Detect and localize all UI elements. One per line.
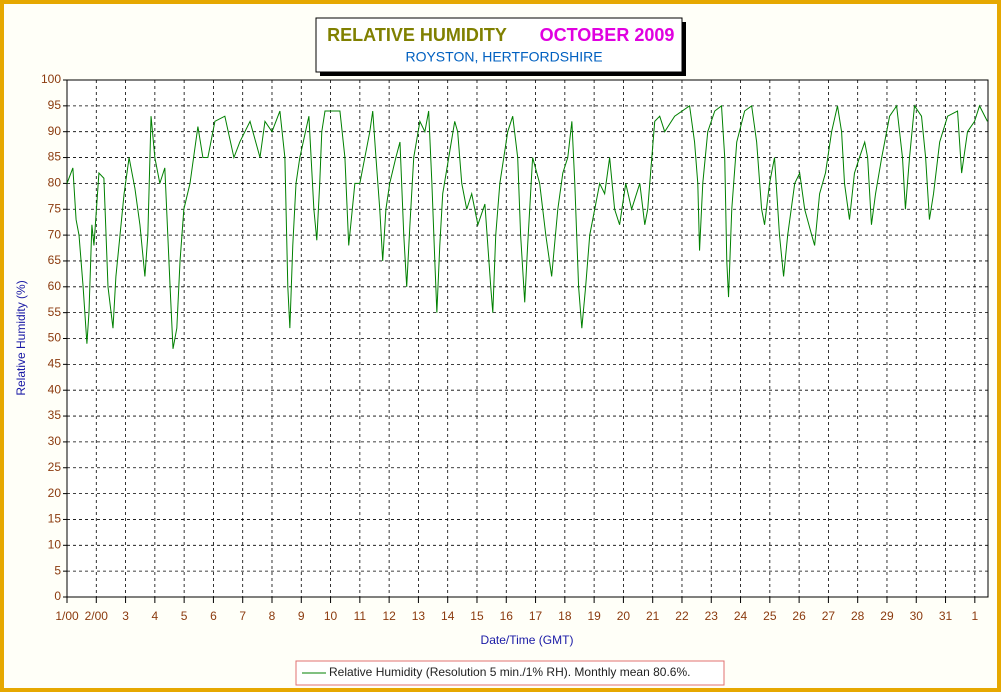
x-tick-label: 23 <box>705 609 719 623</box>
y-tick-label: 85 <box>48 150 62 164</box>
chart-subtitle: ROYSTON, HERTFORDSHIRE <box>405 49 602 65</box>
x-tick-label: 5 <box>181 609 188 623</box>
x-tick-label: 2/00 <box>85 609 109 623</box>
x-tick-label: 20 <box>617 609 631 623</box>
title-box <box>315 17 683 73</box>
y-axis-label: Relative Humidity (%) <box>14 280 28 395</box>
chart-title: RELATIVE HUMIDITY <box>327 25 507 45</box>
y-tick-label: 25 <box>48 460 62 474</box>
legend-entry: Relative Humidity (Resolution 5 min./1% … <box>329 665 690 679</box>
x-tick-label: 19 <box>587 609 601 623</box>
chart-title-period: OCTOBER 2009 <box>540 25 675 45</box>
y-tick-label: 30 <box>48 434 62 448</box>
y-tick-label: 100 <box>41 72 61 86</box>
legend-box <box>295 660 725 686</box>
x-tick-label: 14 <box>441 609 455 623</box>
y-tick-label: 20 <box>48 486 62 500</box>
x-tick-label: 27 <box>822 609 836 623</box>
x-tick-label: 12 <box>382 609 396 623</box>
y-tick-label: 75 <box>48 201 62 215</box>
x-tick-label: 10 <box>324 609 338 623</box>
x-tick-label: 4 <box>152 609 159 623</box>
y-tick-label: 10 <box>48 537 62 551</box>
x-tick-label: 24 <box>734 609 748 623</box>
y-tick-label: 95 <box>48 98 62 112</box>
x-tick-label: 22 <box>675 609 689 623</box>
y-tick-label: 5 <box>54 563 61 577</box>
y-tick-label: 65 <box>48 253 62 267</box>
x-tick-label: 11 <box>354 609 367 623</box>
x-tick-label: 29 <box>880 609 894 623</box>
x-tick-label: 30 <box>910 609 924 623</box>
y-tick-label: 55 <box>48 305 62 319</box>
plot-area <box>66 79 989 598</box>
y-tick-label: 0 <box>54 589 61 603</box>
y-tick-label: 60 <box>48 279 62 293</box>
y-tick-label: 40 <box>48 382 62 396</box>
x-tick-label: 8 <box>269 609 276 623</box>
y-tick-label: 45 <box>48 357 62 371</box>
y-tick-label: 50 <box>48 331 62 345</box>
x-tick-label: 7 <box>239 609 246 623</box>
y-tick-label: 90 <box>48 124 62 138</box>
x-tick-label: 15 <box>470 609 484 623</box>
x-tick-label: 9 <box>298 609 305 623</box>
x-tick-label: 1 <box>971 609 978 623</box>
x-tick-label: 18 <box>558 609 572 623</box>
x-tick-label: 28 <box>851 609 865 623</box>
x-tick-label: 16 <box>500 609 514 623</box>
x-axis-label: Date/Time (GMT) <box>481 633 574 647</box>
x-tick-label: 25 <box>763 609 777 623</box>
x-tick-label: 1/00 <box>55 609 79 623</box>
x-tick-label: 21 <box>646 609 660 623</box>
data-line <box>66 104 988 349</box>
x-tick-label: 6 <box>210 609 217 623</box>
x-tick-label: 13 <box>412 609 426 623</box>
y-tick-label: 70 <box>48 227 62 241</box>
y-tick-label: 35 <box>48 408 62 422</box>
y-tick-label: 80 <box>48 176 62 190</box>
x-tick-label: 26 <box>792 609 806 623</box>
y-tick-label: 15 <box>48 512 62 526</box>
x-tick-label: 3 <box>122 609 129 623</box>
x-tick-label: 17 <box>529 609 543 623</box>
x-tick-label: 31 <box>939 609 953 623</box>
